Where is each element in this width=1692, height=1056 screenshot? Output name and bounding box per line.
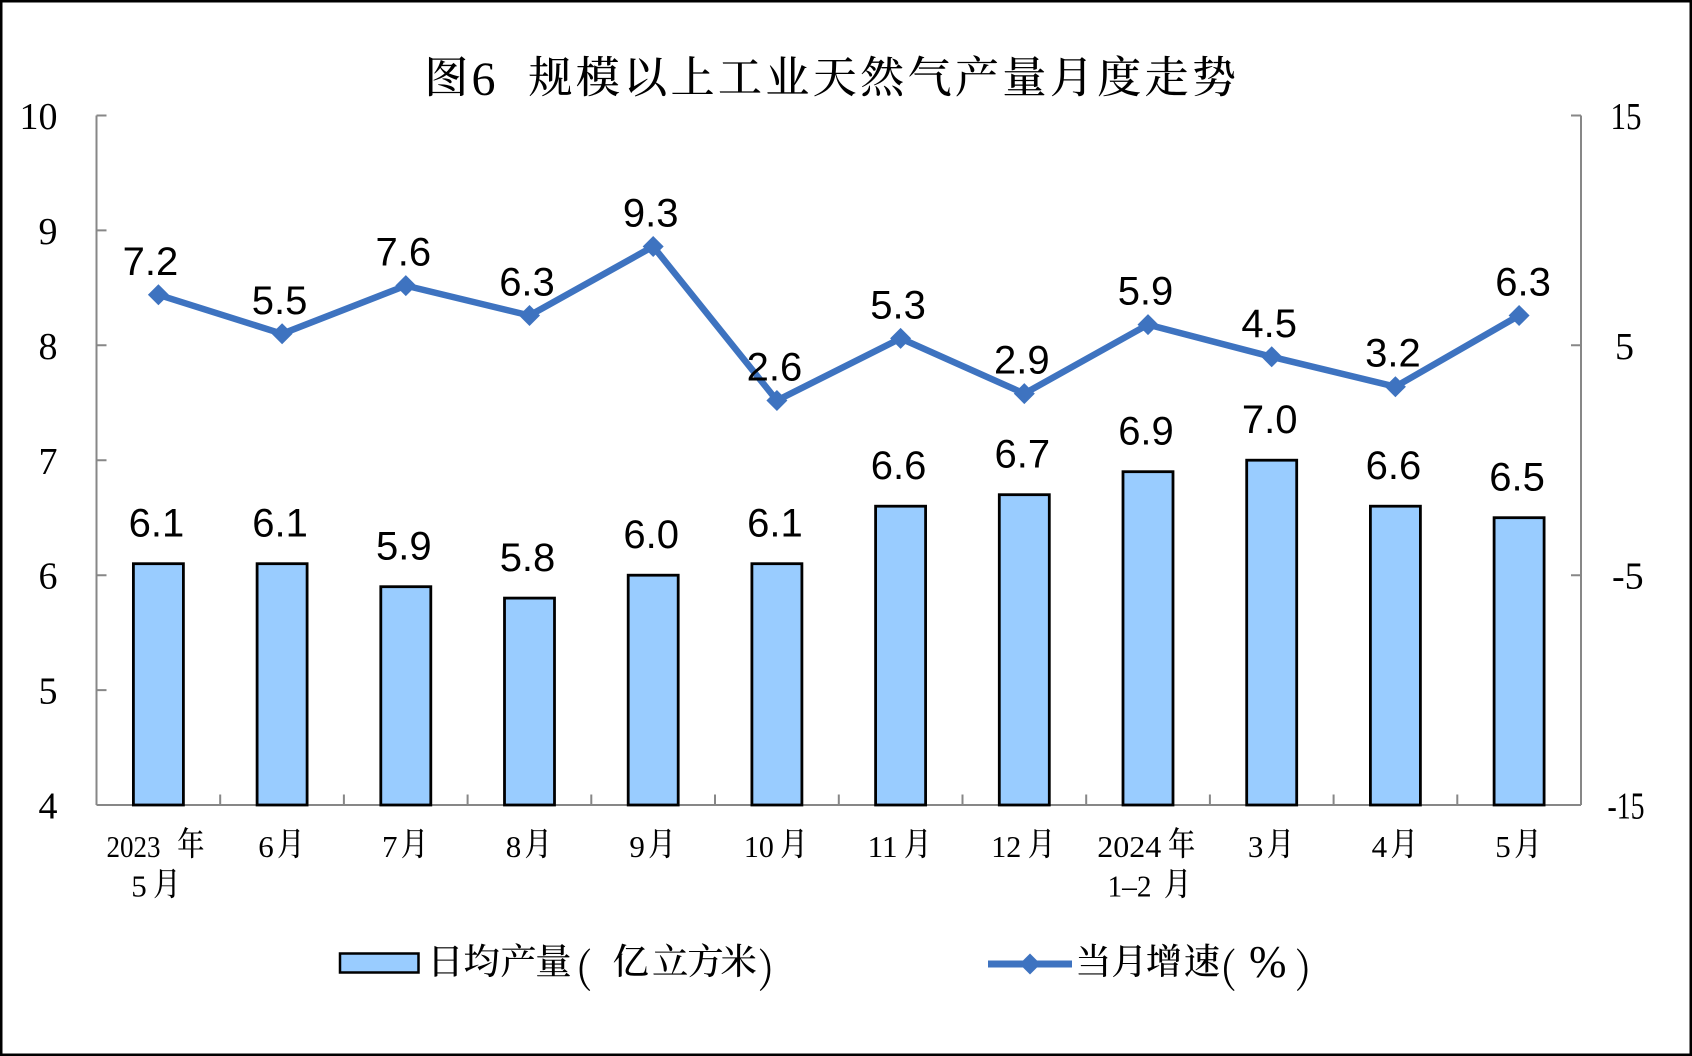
svg-text:3: 3 bbox=[1248, 829, 1264, 864]
svg-text:1–2: 1–2 bbox=[1108, 869, 1152, 904]
svg-text:11: 11 bbox=[868, 829, 898, 864]
svg-text:2.6: 2.6 bbox=[747, 346, 803, 390]
svg-text:6.6: 6.6 bbox=[1366, 444, 1422, 488]
svg-text:5.3: 5.3 bbox=[870, 283, 926, 327]
svg-text:9: 9 bbox=[629, 829, 645, 864]
svg-text:5.9: 5.9 bbox=[376, 525, 432, 569]
svg-text:7: 7 bbox=[382, 829, 398, 864]
svg-text:7: 7 bbox=[39, 441, 58, 483]
svg-text:6.1: 6.1 bbox=[252, 502, 308, 546]
svg-text:6: 6 bbox=[472, 53, 496, 106]
svg-text:6.5: 6.5 bbox=[1489, 456, 1545, 500]
svg-text:6: 6 bbox=[39, 556, 58, 598]
svg-text:6.1: 6.1 bbox=[747, 502, 803, 546]
svg-text:6.3: 6.3 bbox=[499, 261, 555, 305]
svg-text:-15: -15 bbox=[1608, 786, 1645, 828]
svg-text:12: 12 bbox=[991, 829, 1021, 864]
svg-text:5: 5 bbox=[39, 671, 58, 713]
svg-text:5.8: 5.8 bbox=[500, 536, 556, 580]
svg-text:7.6: 7.6 bbox=[375, 231, 431, 275]
svg-text:6.9: 6.9 bbox=[1118, 410, 1174, 454]
svg-text:6.6: 6.6 bbox=[871, 444, 927, 488]
svg-text:7.0: 7.0 bbox=[1242, 398, 1298, 442]
svg-text:4.5: 4.5 bbox=[1241, 302, 1297, 346]
svg-text:9: 9 bbox=[39, 211, 58, 253]
svg-text:5.5: 5.5 bbox=[252, 279, 308, 323]
svg-text:4: 4 bbox=[1372, 829, 1388, 864]
svg-text:%: % bbox=[1249, 937, 1287, 987]
svg-text:4: 4 bbox=[39, 786, 58, 828]
svg-text:8: 8 bbox=[506, 829, 522, 864]
svg-text:3.2: 3.2 bbox=[1365, 332, 1421, 376]
svg-text:6.0: 6.0 bbox=[623, 513, 679, 557]
svg-text:10: 10 bbox=[20, 96, 58, 138]
svg-text:5: 5 bbox=[131, 869, 147, 904]
svg-text:-5: -5 bbox=[1612, 556, 1644, 598]
svg-text:8: 8 bbox=[39, 326, 58, 368]
svg-text:6.1: 6.1 bbox=[129, 502, 185, 546]
svg-text:10: 10 bbox=[744, 829, 774, 864]
svg-text:5: 5 bbox=[1495, 829, 1511, 864]
svg-text:6.7: 6.7 bbox=[994, 433, 1050, 477]
svg-text:15: 15 bbox=[1611, 96, 1642, 138]
svg-text:2.9: 2.9 bbox=[994, 339, 1050, 383]
svg-text:2023: 2023 bbox=[107, 829, 161, 864]
svg-text:6: 6 bbox=[258, 829, 274, 864]
svg-text:7.2: 7.2 bbox=[123, 240, 179, 284]
svg-text:6.3: 6.3 bbox=[1495, 261, 1551, 305]
svg-text:5.9: 5.9 bbox=[1118, 270, 1174, 314]
svg-text:2024: 2024 bbox=[1097, 829, 1162, 864]
svg-text:9.3: 9.3 bbox=[623, 192, 679, 236]
svg-text:5: 5 bbox=[1615, 326, 1634, 368]
